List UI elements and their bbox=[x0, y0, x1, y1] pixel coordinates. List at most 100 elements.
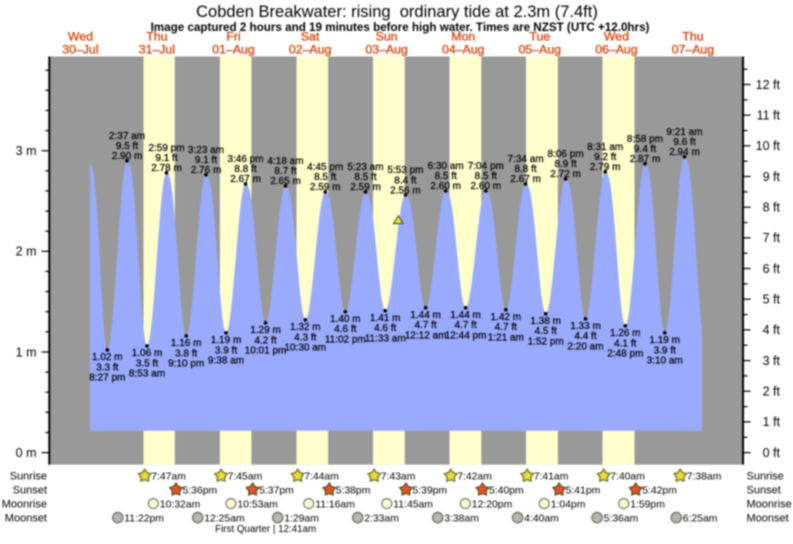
svg-text:5:40pm: 5:40pm bbox=[489, 486, 524, 497]
svg-text:1:21 am: 1:21 am bbox=[488, 333, 524, 344]
svg-text:11 ft: 11 ft bbox=[757, 109, 781, 123]
svg-text:Moonset: Moonset bbox=[5, 513, 47, 525]
svg-text:1.44 m: 1.44 m bbox=[410, 310, 441, 321]
svg-text:9.4 ft: 9.4 ft bbox=[634, 144, 656, 155]
svg-text:9.1 ft: 9.1 ft bbox=[155, 153, 177, 164]
svg-text:1.19 m: 1.19 m bbox=[211, 335, 242, 346]
svg-text:7:40am: 7:40am bbox=[610, 472, 645, 483]
svg-text:12:12 am: 12:12 am bbox=[405, 331, 447, 342]
svg-text:4.7 ft: 4.7 ft bbox=[495, 322, 517, 333]
svg-text:2.90 m: 2.90 m bbox=[112, 151, 143, 162]
svg-text:8:58 pm: 8:58 pm bbox=[627, 134, 663, 145]
svg-text:4:45 pm: 4:45 pm bbox=[307, 162, 343, 173]
svg-text:8.7 ft: 8.7 ft bbox=[274, 166, 296, 177]
svg-text:5:39pm: 5:39pm bbox=[412, 486, 447, 497]
svg-text:Tue: Tue bbox=[529, 30, 550, 44]
svg-text:1.32 m: 1.32 m bbox=[290, 322, 321, 333]
svg-text:4.5 ft: 4.5 ft bbox=[535, 326, 557, 337]
svg-text:2.65 m: 2.65 m bbox=[270, 176, 301, 187]
svg-text:2.79 m: 2.79 m bbox=[590, 162, 621, 173]
svg-text:2:20 am: 2:20 am bbox=[567, 342, 603, 353]
svg-text:2.94 m: 2.94 m bbox=[669, 147, 700, 158]
svg-text:1.38 m: 1.38 m bbox=[530, 316, 561, 327]
svg-text:7:34 am: 7:34 am bbox=[508, 154, 544, 165]
svg-text:1:29am: 1:29am bbox=[284, 514, 319, 525]
svg-text:6:30 am: 6:30 am bbox=[428, 161, 464, 172]
svg-text:Sat: Sat bbox=[301, 30, 320, 44]
svg-text:Moonrise: Moonrise bbox=[747, 499, 792, 511]
svg-text:4.3 ft: 4.3 ft bbox=[294, 332, 316, 343]
svg-text:8.9 ft: 8.9 ft bbox=[554, 159, 576, 170]
svg-text:10:32am: 10:32am bbox=[160, 500, 200, 511]
svg-text:3.5 ft: 3.5 ft bbox=[136, 358, 158, 369]
svg-text:2.67 m: 2.67 m bbox=[230, 174, 261, 185]
svg-text:0 ft: 0 ft bbox=[763, 446, 781, 460]
svg-text:7:42am: 7:42am bbox=[457, 472, 492, 483]
svg-text:9 ft: 9 ft bbox=[763, 170, 781, 184]
svg-text:8:06 pm: 8:06 pm bbox=[548, 149, 584, 160]
svg-text:Sunrise: Sunrise bbox=[747, 471, 784, 483]
svg-text:1 m: 1 m bbox=[16, 345, 37, 359]
svg-text:2:48 pm: 2:48 pm bbox=[607, 349, 643, 360]
svg-text:1.29 m: 1.29 m bbox=[250, 325, 281, 336]
svg-text:30–Jul: 30–Jul bbox=[62, 43, 98, 57]
svg-text:2 m: 2 m bbox=[16, 245, 37, 259]
svg-text:3:10 am: 3:10 am bbox=[647, 356, 683, 367]
svg-text:1.19 m: 1.19 m bbox=[649, 335, 680, 346]
svg-text:6:25am: 6:25am bbox=[683, 514, 718, 525]
svg-text:3:38am: 3:38am bbox=[444, 514, 479, 525]
svg-text:11:33 am: 11:33 am bbox=[365, 334, 406, 345]
svg-text:4:40am: 4:40am bbox=[524, 514, 559, 525]
svg-text:8.4 ft: 8.4 ft bbox=[394, 175, 416, 186]
svg-text:05–Aug: 05–Aug bbox=[519, 43, 562, 57]
svg-text:9.1 ft: 9.1 ft bbox=[195, 155, 217, 166]
svg-text:10 ft: 10 ft bbox=[756, 139, 781, 153]
svg-text:2.87 m: 2.87 m bbox=[630, 154, 661, 165]
svg-text:4.4 ft: 4.4 ft bbox=[574, 331, 596, 342]
svg-text:04–Aug: 04–Aug bbox=[442, 43, 485, 57]
svg-text:Sunrise: Sunrise bbox=[10, 471, 47, 483]
svg-text:Cobden Breakwater: rising ord: Cobden Breakwater: rising ordinary tide … bbox=[196, 3, 598, 21]
svg-text:Moonset: Moonset bbox=[747, 513, 789, 525]
svg-text:First Quarter | 12:41am: First Quarter | 12:41am bbox=[215, 524, 316, 535]
svg-text:5:36am: 5:36am bbox=[604, 514, 639, 525]
svg-text:2.76 m: 2.76 m bbox=[191, 165, 222, 176]
svg-text:1:52 pm: 1:52 pm bbox=[528, 337, 564, 348]
svg-text:4.6 ft: 4.6 ft bbox=[374, 323, 396, 334]
svg-text:3.9 ft: 3.9 ft bbox=[215, 345, 237, 356]
svg-text:12 ft: 12 ft bbox=[756, 78, 781, 92]
svg-text:2:33am: 2:33am bbox=[364, 514, 399, 525]
svg-text:2.56 m: 2.56 m bbox=[390, 185, 421, 196]
svg-text:6 ft: 6 ft bbox=[763, 262, 781, 276]
svg-text:2:37 am: 2:37 am bbox=[109, 131, 145, 142]
svg-text:Moonrise: Moonrise bbox=[2, 499, 47, 511]
svg-text:2.59 m: 2.59 m bbox=[350, 182, 381, 193]
svg-text:7:43am: 7:43am bbox=[381, 472, 416, 483]
svg-text:5:36pm: 5:36pm bbox=[183, 486, 218, 497]
svg-text:1.02 m: 1.02 m bbox=[92, 352, 123, 363]
svg-text:1:59pm: 1:59pm bbox=[630, 500, 665, 511]
svg-text:4:18 am: 4:18 am bbox=[267, 156, 303, 167]
svg-text:4.1 ft: 4.1 ft bbox=[614, 338, 636, 349]
svg-text:3 m: 3 m bbox=[16, 144, 37, 158]
svg-text:3:46 pm: 3:46 pm bbox=[227, 154, 263, 165]
svg-text:9:21 am: 9:21 am bbox=[666, 127, 702, 138]
svg-text:5:53 pm: 5:53 pm bbox=[387, 165, 423, 176]
svg-text:2.60 m: 2.60 m bbox=[471, 181, 502, 192]
svg-text:1 ft: 1 ft bbox=[763, 415, 781, 429]
svg-text:Sun: Sun bbox=[376, 30, 398, 44]
svg-text:10:01 pm: 10:01 pm bbox=[245, 346, 287, 357]
svg-text:4.2 ft: 4.2 ft bbox=[254, 335, 276, 346]
svg-text:1:04pm: 1:04pm bbox=[551, 500, 586, 511]
svg-text:1.33 m: 1.33 m bbox=[570, 321, 601, 332]
svg-text:10:53am: 10:53am bbox=[237, 500, 277, 511]
svg-text:12:25am: 12:25am bbox=[204, 514, 244, 525]
svg-text:3.9 ft: 3.9 ft bbox=[654, 345, 676, 356]
svg-text:06–Aug: 06–Aug bbox=[595, 43, 638, 57]
svg-text:2.78 m: 2.78 m bbox=[151, 163, 182, 174]
svg-text:4.6 ft: 4.6 ft bbox=[334, 324, 356, 335]
svg-text:11:16am: 11:16am bbox=[315, 500, 355, 511]
svg-text:Fri: Fri bbox=[226, 30, 240, 44]
svg-text:Wed: Wed bbox=[604, 30, 629, 44]
svg-text:2.60 m: 2.60 m bbox=[430, 181, 461, 192]
